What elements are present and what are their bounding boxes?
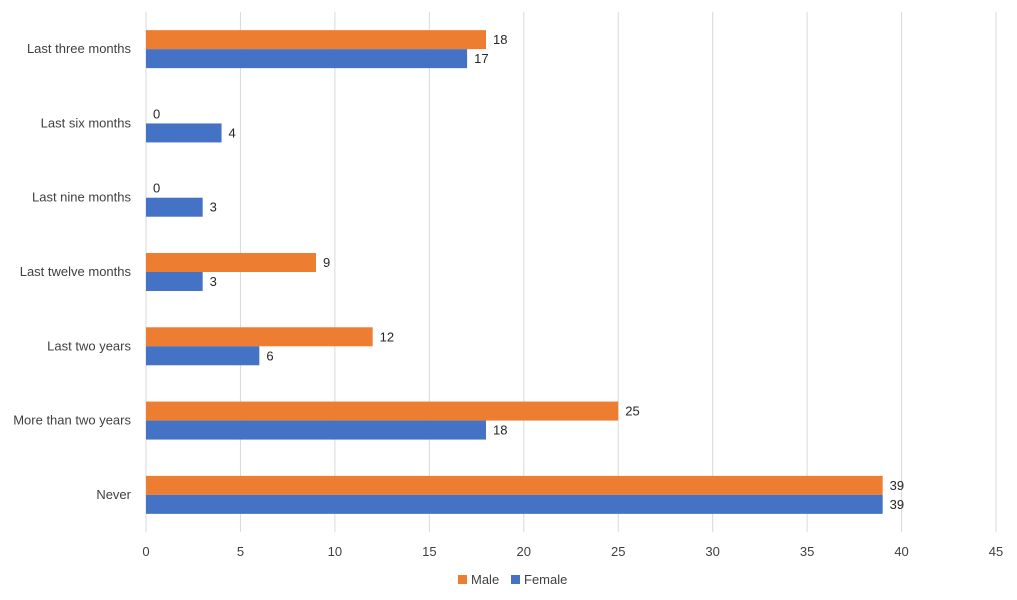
bar-male [146,253,316,272]
x-tick-label: 45 [989,544,1003,559]
bars [146,30,883,514]
bar-male [146,401,619,421]
legend-swatch-male [458,575,467,584]
bar-female [146,197,203,217]
category-label: Last twelve months [20,264,132,279]
category-labels: Last three months Last six months Last nin… [13,41,131,502]
bar-male [146,327,373,347]
data-label-male: 0 [153,181,160,196]
bar-female [146,272,203,291]
category-label: Last nine months [32,190,132,205]
x-tick-label: 10 [328,544,342,559]
data-label-male: 9 [323,255,330,270]
x-tick-label: 5 [237,544,244,559]
bar-female [146,346,260,366]
bar-female [146,420,486,440]
data-label-female: 6 [266,348,273,363]
legend: Male Female [458,572,567,587]
bar-female [146,49,468,69]
data-label-female: 4 [229,125,236,140]
data-label-male: 25 [625,404,639,419]
x-tick-label: 35 [800,544,814,559]
data-label-female: 17 [474,51,488,66]
category-label: Last three months [27,41,132,56]
category-label: Last two years [47,338,131,353]
x-tick-label: 15 [422,544,436,559]
category-label: More than two years [13,413,131,428]
legend-label-female: Female [524,572,567,587]
legend-label-male: Male [471,572,499,587]
bar-female [146,494,883,514]
data-label-male: 18 [493,32,507,47]
bar-male [146,475,883,495]
data-label-female: 39 [890,497,904,512]
bar-female [146,123,222,143]
x-tick-label: 0 [142,544,149,559]
x-tick-label: 30 [705,544,719,559]
x-tick-label: 40 [894,544,908,559]
data-label-female: 18 [493,423,507,438]
category-label: Never [96,487,131,502]
data-label-female: 3 [210,274,217,289]
x-tick-label: 20 [517,544,531,559]
legend-swatch-female [511,575,520,584]
category-label: Last six months [41,115,132,130]
data-label-male: 39 [890,478,904,493]
x-tick-labels: 0 5 10 15 20 25 30 35 40 45 [142,544,1003,559]
gridlines [145,12,997,532]
data-label-male: 0 [153,106,160,121]
x-tick-label: 25 [611,544,625,559]
data-label-male: 12 [380,329,394,344]
data-label-female: 3 [210,200,217,215]
bar-male [146,30,486,50]
